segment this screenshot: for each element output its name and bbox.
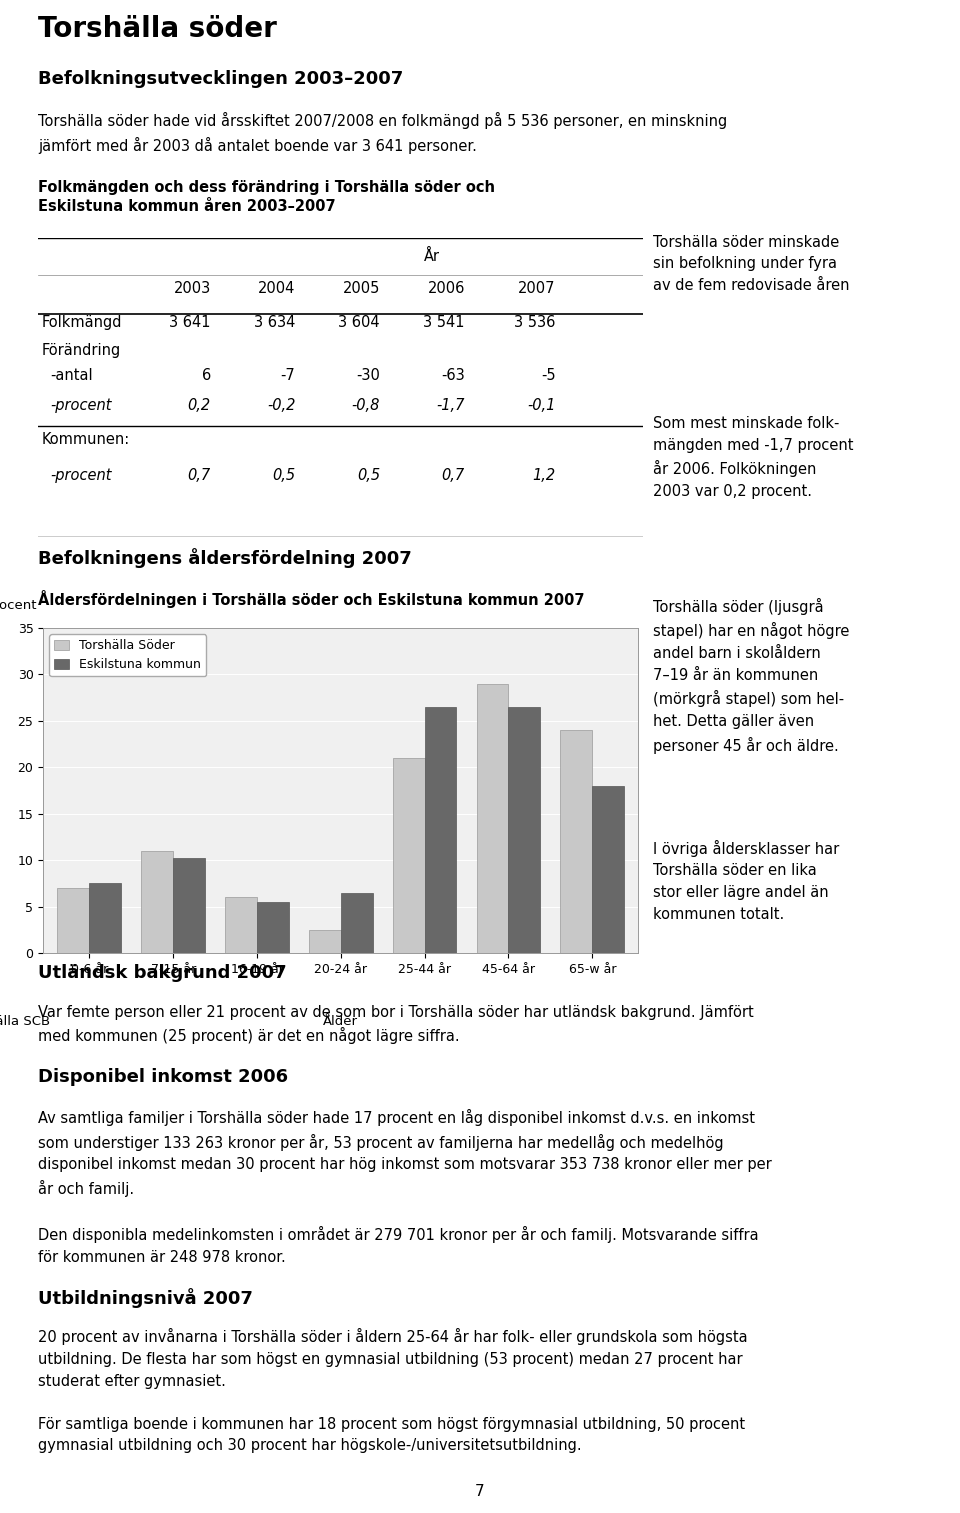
Bar	[424, 707, 457, 953]
Text: -1,7: -1,7	[437, 398, 465, 413]
Text: År: År	[423, 248, 440, 263]
Text: 0,7: 0,7	[187, 468, 211, 483]
Text: 20 procent av invånarna i Torshälla söder i åldern 25-64 år har folk- eller grun: 20 procent av invånarna i Torshälla söde…	[38, 1328, 748, 1454]
Text: Förändring: Förändring	[41, 343, 121, 359]
Text: 7: 7	[475, 1484, 485, 1499]
Text: Torshälla söder hade vid årsskiftet 2007/2008 en folkmängd på 5 536 personer, en: Torshälla söder hade vid årsskiftet 2007…	[38, 112, 728, 154]
Text: -0,2: -0,2	[267, 398, 296, 413]
Bar	[341, 893, 372, 953]
Text: 3 641: 3 641	[169, 315, 211, 330]
Bar	[509, 707, 540, 953]
Text: 0,5: 0,5	[357, 468, 380, 483]
Text: 0,7: 0,7	[442, 468, 465, 483]
Text: 1,2: 1,2	[533, 468, 556, 483]
Text: 2006: 2006	[427, 281, 465, 297]
Bar	[561, 731, 592, 953]
Text: Befolkningens åldersfördelning 2007: Befolkningens åldersfördelning 2007	[38, 548, 412, 567]
Bar	[141, 850, 173, 953]
Text: -30: -30	[356, 368, 380, 383]
Text: 2007: 2007	[518, 281, 556, 297]
Legend: Torshälla Söder, Eskilstuna kommun: Torshälla Söder, Eskilstuna kommun	[50, 634, 206, 676]
Bar	[225, 897, 257, 953]
Text: Torshälla söder (ljusgrå
stapel) har en något högre
andel barn i skolåldern
7–19: Torshälla söder (ljusgrå stapel) har en …	[653, 598, 850, 753]
Text: Utländsk bakgrund 2007: Utländsk bakgrund 2007	[38, 964, 287, 982]
Text: I övriga åldersklasser har
Torshälla söder en lika
stor eller lägre andel än
kom: I övriga åldersklasser har Torshälla söd…	[653, 840, 839, 921]
Text: -antal: -antal	[51, 368, 93, 383]
Text: 3 634: 3 634	[254, 315, 296, 330]
Bar	[309, 930, 341, 953]
Text: Disponibel inkomst 2006: Disponibel inkomst 2006	[38, 1068, 289, 1086]
Bar	[476, 684, 509, 953]
Text: 3 541: 3 541	[423, 315, 465, 330]
Text: 3 536: 3 536	[515, 315, 556, 330]
Text: -63: -63	[441, 368, 465, 383]
Bar	[592, 785, 624, 953]
Bar	[89, 884, 121, 953]
Text: 3 604: 3 604	[339, 315, 380, 330]
Text: Källa SCB: Källa SCB	[0, 1015, 50, 1027]
Text: -7: -7	[280, 368, 296, 383]
Text: 0,2: 0,2	[187, 398, 211, 413]
Bar	[173, 858, 205, 953]
Text: Åldersfördelningen i Torshälla söder och Eskilstuna kommun 2007: Åldersfördelningen i Torshälla söder och…	[38, 590, 585, 608]
Text: -procent: -procent	[51, 468, 112, 483]
Text: Kommunen:: Kommunen:	[41, 431, 130, 446]
Text: Ålder: Ålder	[324, 1015, 358, 1027]
Text: -0,1: -0,1	[527, 398, 556, 413]
Bar	[393, 758, 424, 953]
Text: 6: 6	[202, 368, 211, 383]
Bar	[58, 888, 89, 953]
Text: 0,5: 0,5	[273, 468, 296, 483]
Text: Folkmängd: Folkmängd	[41, 315, 122, 330]
Text: Procent: Procent	[0, 599, 37, 611]
Text: 2005: 2005	[343, 281, 380, 297]
Text: -0,8: -0,8	[351, 398, 380, 413]
Text: Som mest minskade folk-
mängden med -1,7 procent
år 2006. Folkökningen
2003 var : Som mest minskade folk- mängden med -1,7…	[653, 416, 853, 499]
Text: 2004: 2004	[258, 281, 296, 297]
Text: Av samtliga familjer i Torshälla söder hade 17 procent en låg disponibel inkomst: Av samtliga familjer i Torshälla söder h…	[38, 1109, 772, 1265]
Text: Befolkningsutvecklingen 2003–2007: Befolkningsutvecklingen 2003–2007	[38, 70, 403, 88]
Text: 2003: 2003	[174, 281, 211, 297]
Text: Folkmängden och dess förändring i Torshälla söder och
Eskilstuna kommun åren 200: Folkmängden och dess förändring i Torshä…	[38, 180, 495, 215]
Text: -procent: -procent	[51, 398, 112, 413]
Text: Torshälla söder minskade
sin befolkning under fyra
av de fem redovisade åren: Torshälla söder minskade sin befolkning …	[653, 235, 850, 292]
Bar	[257, 902, 289, 953]
Text: Utbildningsnivå 2007: Utbildningsnivå 2007	[38, 1288, 253, 1307]
Text: -5: -5	[540, 368, 556, 383]
Text: Torshälla söder: Torshälla söder	[38, 15, 277, 44]
Text: Var femte person eller 21 procent av de som bor i Torshälla söder har utländsk b: Var femte person eller 21 procent av de …	[38, 1005, 755, 1044]
